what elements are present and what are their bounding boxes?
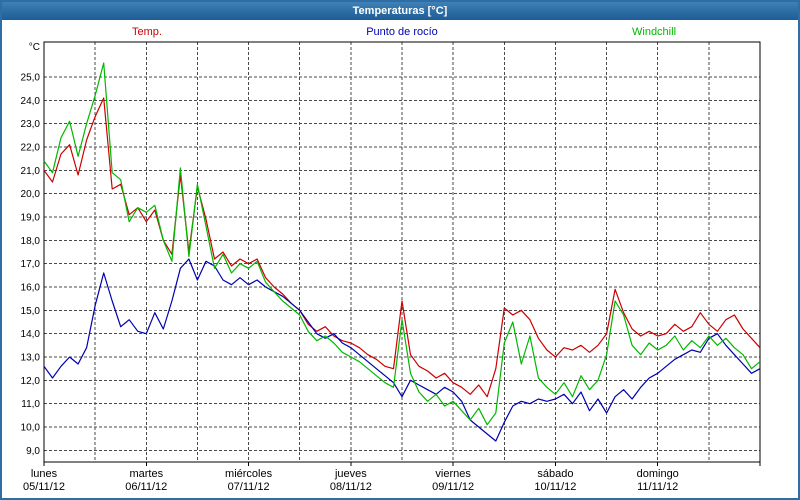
x-tick-date: 07/11/12 <box>228 481 270 493</box>
x-tick-date: 11/11/12 <box>637 481 678 493</box>
legend-item-dewpoint: Punto de rocío <box>366 26 438 38</box>
y-tick-label: 15,0 <box>21 306 41 317</box>
x-tick-day: viernes <box>435 468 471 480</box>
x-tick-day: sábado <box>537 468 573 480</box>
y-tick-label: 24,0 <box>21 96 41 107</box>
y-tick-label: 11,0 <box>21 399 40 410</box>
y-tick-label: 21,0 <box>21 166 41 177</box>
y-tick-label: 20,0 <box>21 189 41 200</box>
y-tick-label: 17,0 <box>21 259 41 270</box>
y-tick-label: 22,0 <box>21 143 41 154</box>
temperature-chart: 9,0 10,0 11,0 12,0 13,0 14,0 15,0 16,0 17,0 18,0 1… <box>2 2 798 498</box>
x-tick-day: miércoles <box>225 468 273 480</box>
x-tick-date: 06/11/12 <box>125 481 167 493</box>
x-tick-day: jueves <box>334 468 367 480</box>
x-tick-date: 10/11/12 <box>534 481 576 493</box>
x-tick-day: lunes <box>31 468 58 480</box>
y-tick-label: 12,0 <box>21 376 41 387</box>
x-tick-date: 05/11/12 <box>23 481 65 493</box>
x-tick-date: 09/11/12 <box>432 481 474 493</box>
y-tick-label: 23,0 <box>21 119 41 130</box>
y-tick-label: 18,0 <box>21 236 41 247</box>
legend-item-temp: Temp. <box>132 26 162 38</box>
y-tick-label: 9,0 <box>26 446 40 457</box>
x-tick-day: martes <box>129 468 163 480</box>
y-tick-label: 13,0 <box>21 353 41 364</box>
window-title: Temperaturas [°C] <box>353 5 448 17</box>
y-tick-label: 25,0 <box>21 73 41 84</box>
x-tick-day: domingo <box>637 468 679 480</box>
y-tick-label: 10,0 <box>21 423 41 434</box>
y-axis-unit: °C <box>29 42 40 53</box>
x-tick-date: 08/11/12 <box>330 481 372 493</box>
chart-window: Temperaturas [°C] Temp. Punto de rocío W… <box>0 0 800 500</box>
y-tick-label: 19,0 <box>21 213 41 224</box>
window-titlebar[interactable]: Temperaturas [°C] <box>2 2 798 20</box>
legend-item-windchill: Windchill <box>632 26 676 38</box>
y-tick-label: 16,0 <box>21 283 41 294</box>
y-tick-label: 14,0 <box>21 329 41 340</box>
